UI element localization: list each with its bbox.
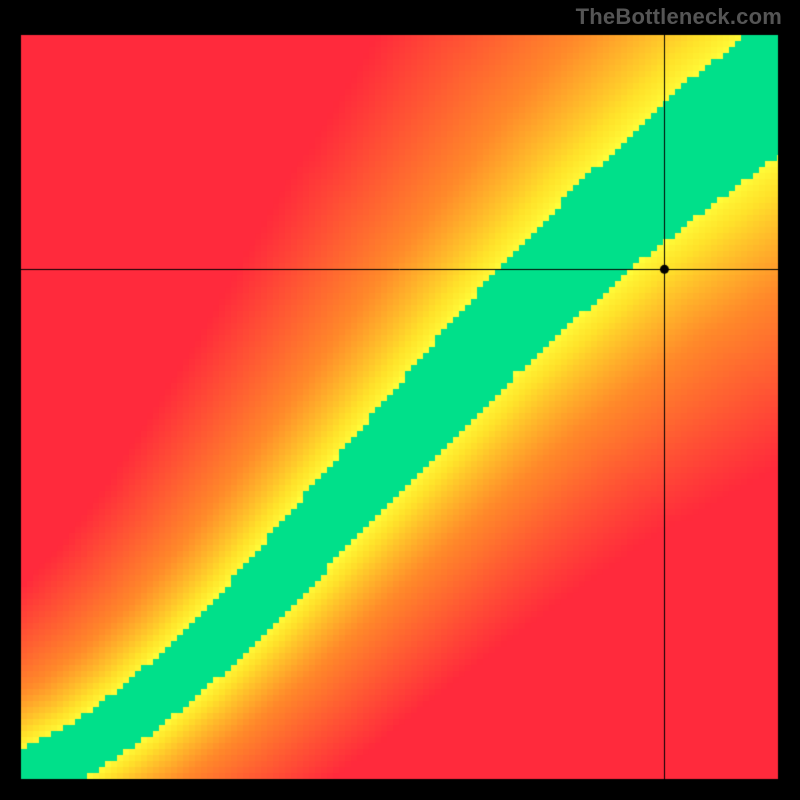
- heatmap-canvas: [0, 0, 800, 800]
- watermark-text: TheBottleneck.com: [576, 4, 782, 30]
